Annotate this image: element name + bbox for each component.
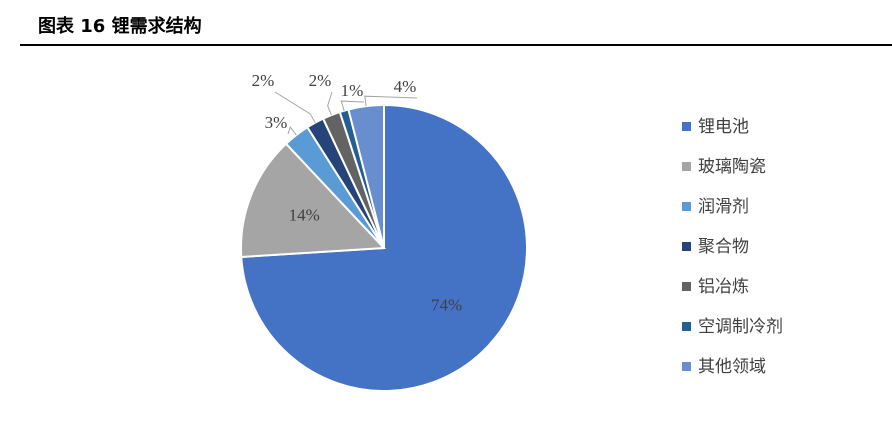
leader-line <box>364 95 418 107</box>
data-label: 2% <box>309 71 332 90</box>
data-label: 3% <box>265 113 288 132</box>
chart-title: 图表 16 锂需求结构 <box>38 15 202 37</box>
data-label: 14% <box>289 205 320 224</box>
legend-swatch <box>682 322 691 331</box>
legend-label: 聚合物 <box>698 237 749 257</box>
legend-label: 空调制冷剂 <box>698 317 783 337</box>
legend-swatch <box>682 122 691 131</box>
data-label: 2% <box>252 71 275 90</box>
leader-line <box>274 91 316 123</box>
pie-slice <box>240 142 387 259</box>
legend-swatch <box>682 202 691 211</box>
legend-swatch <box>682 162 691 171</box>
data-label: 1% <box>341 81 364 100</box>
legend-swatch <box>682 362 691 371</box>
legend-label: 润滑剂 <box>698 197 749 217</box>
legend-swatch <box>682 242 691 251</box>
data-label: 74% <box>431 296 462 315</box>
legend-label: 锂电池 <box>698 117 749 137</box>
data-label: 4% <box>394 77 417 96</box>
legend-label: 玻璃陶瓷 <box>698 157 766 177</box>
legend-label: 铝冶炼 <box>698 277 749 297</box>
pie-slice <box>347 103 385 249</box>
leader-line <box>287 126 297 136</box>
leader-line <box>327 91 333 116</box>
legend-swatch <box>682 282 691 291</box>
leader-line <box>340 100 365 111</box>
legend-label: 其他领域 <box>698 357 766 377</box>
